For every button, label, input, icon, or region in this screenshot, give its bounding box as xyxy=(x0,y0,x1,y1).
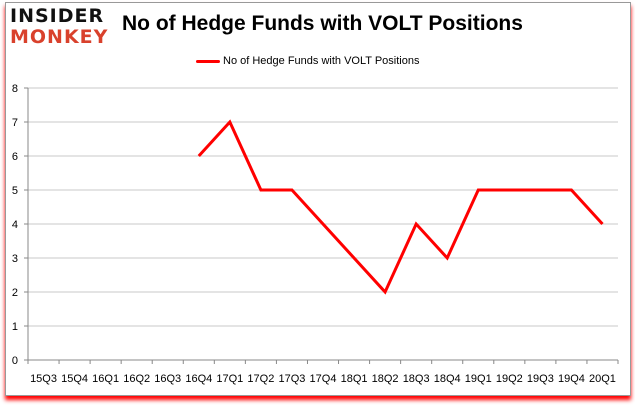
x-tick-label: 17Q1 xyxy=(216,373,243,385)
y-tick-label: 0 xyxy=(12,355,18,367)
x-tick-label: 19Q3 xyxy=(527,373,554,385)
x-tick-label: 18Q4 xyxy=(434,373,461,385)
y-tick-label: 1 xyxy=(12,321,18,333)
x-tick-label: 19Q1 xyxy=(465,373,492,385)
y-tick-label: 8 xyxy=(12,83,18,95)
x-tick-label: 17Q2 xyxy=(247,373,274,385)
x-tick-label: 17Q3 xyxy=(278,373,305,385)
x-tick-label: 16Q2 xyxy=(123,373,150,385)
x-tick-label: 15Q3 xyxy=(30,373,57,385)
insider-monkey-logo: INSIDER MONKEY xyxy=(10,6,118,52)
chart-title: No of Hedge Funds with VOLT Positions xyxy=(122,12,523,35)
x-tick-label: 19Q2 xyxy=(496,373,523,385)
legend-swatch xyxy=(196,59,220,63)
legend: No of Hedge Funds with VOLT Positions xyxy=(196,55,419,67)
legend-label: No of Hedge Funds with VOLT Positions xyxy=(223,55,420,67)
y-tick-label: 7 xyxy=(12,117,18,129)
x-tick-label: 16Q3 xyxy=(154,373,181,385)
y-tick-label: 4 xyxy=(12,219,18,231)
x-tick-label: 18Q2 xyxy=(372,373,399,385)
logo-line1: INSIDER xyxy=(10,5,105,27)
logo-line2: MONKEY xyxy=(10,26,109,48)
y-tick-label: 5 xyxy=(12,185,18,197)
x-tick-label: 19Q4 xyxy=(558,373,585,385)
x-tick-label: 18Q1 xyxy=(341,373,368,385)
series-line xyxy=(197,119,604,295)
x-tick-label: 17Q4 xyxy=(310,373,337,385)
x-tick-label: 16Q1 xyxy=(92,373,119,385)
y-tick-label: 2 xyxy=(12,287,18,299)
x-tick-label: 18Q3 xyxy=(403,373,430,385)
x-tick-label: 16Q4 xyxy=(185,373,212,385)
x-tick-label: 20Q1 xyxy=(589,373,616,385)
chart-frame xyxy=(5,2,631,396)
y-tick-label: 6 xyxy=(12,151,18,163)
x-tick-label: 15Q4 xyxy=(61,373,88,385)
y-tick-label: 3 xyxy=(12,253,18,265)
